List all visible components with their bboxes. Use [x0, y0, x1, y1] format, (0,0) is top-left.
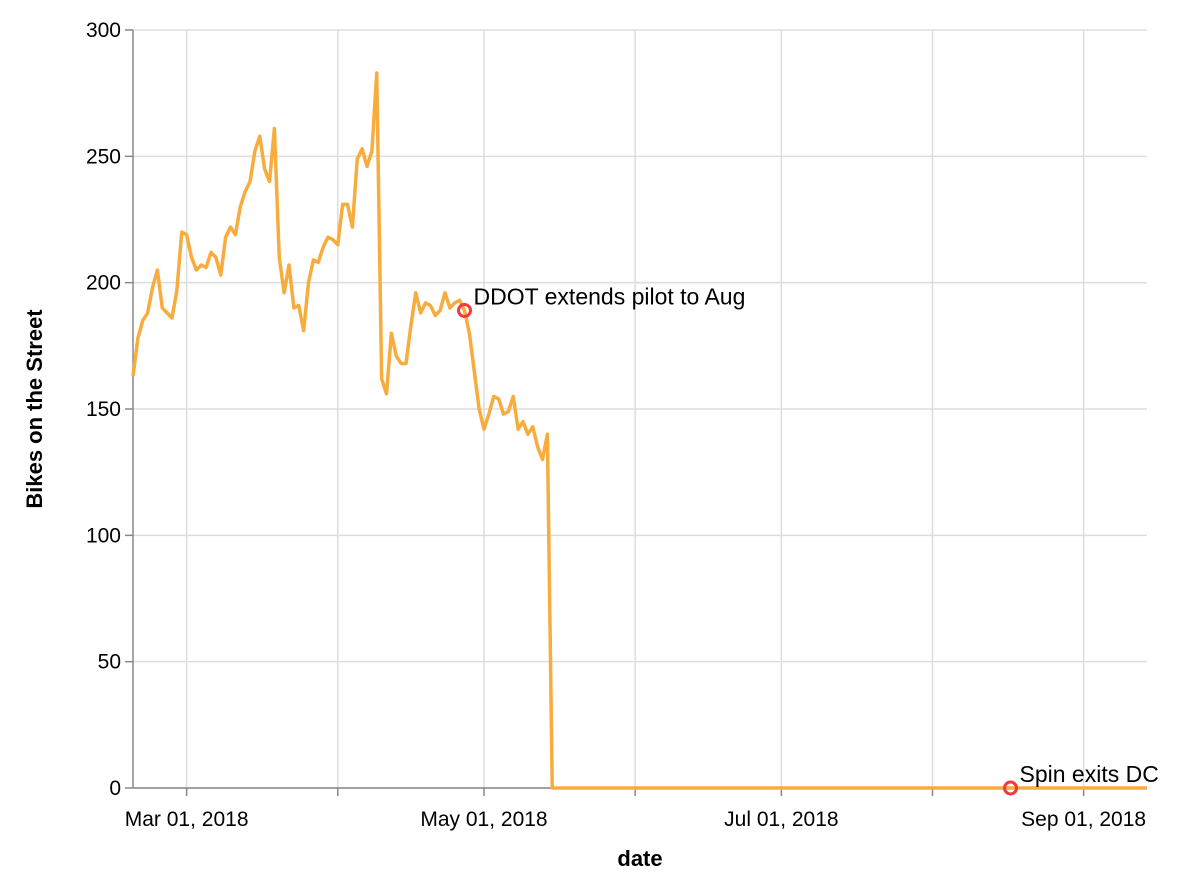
line-series: [131, 71, 1147, 790]
y-axis-title: Bikes on the Street: [22, 309, 47, 509]
annotation-label: Spin exits DC: [1020, 761, 1159, 787]
x-tick-label: Mar 01, 2018: [125, 808, 249, 831]
y-tick-label: 50: [98, 651, 121, 674]
x-tick-label: Sep 01, 2018: [1021, 808, 1146, 831]
x-tick-label: Jul 01, 2018: [724, 808, 838, 831]
y-tick-label: 250: [86, 145, 121, 168]
y-tick-label: 200: [86, 272, 121, 295]
y-tick-label: 150: [86, 398, 121, 421]
x-axis-title: date: [617, 846, 662, 871]
annotation-point: [1003, 780, 1018, 796]
annotation-label: DDOT extends pilot to Aug: [474, 283, 746, 309]
y-tick-label: 300: [86, 19, 121, 42]
x-tick-label: May 01, 2018: [420, 808, 547, 831]
annotation-point: [457, 302, 472, 318]
y-tick-label: 100: [86, 524, 121, 547]
y-tick-label: 0: [109, 777, 121, 800]
